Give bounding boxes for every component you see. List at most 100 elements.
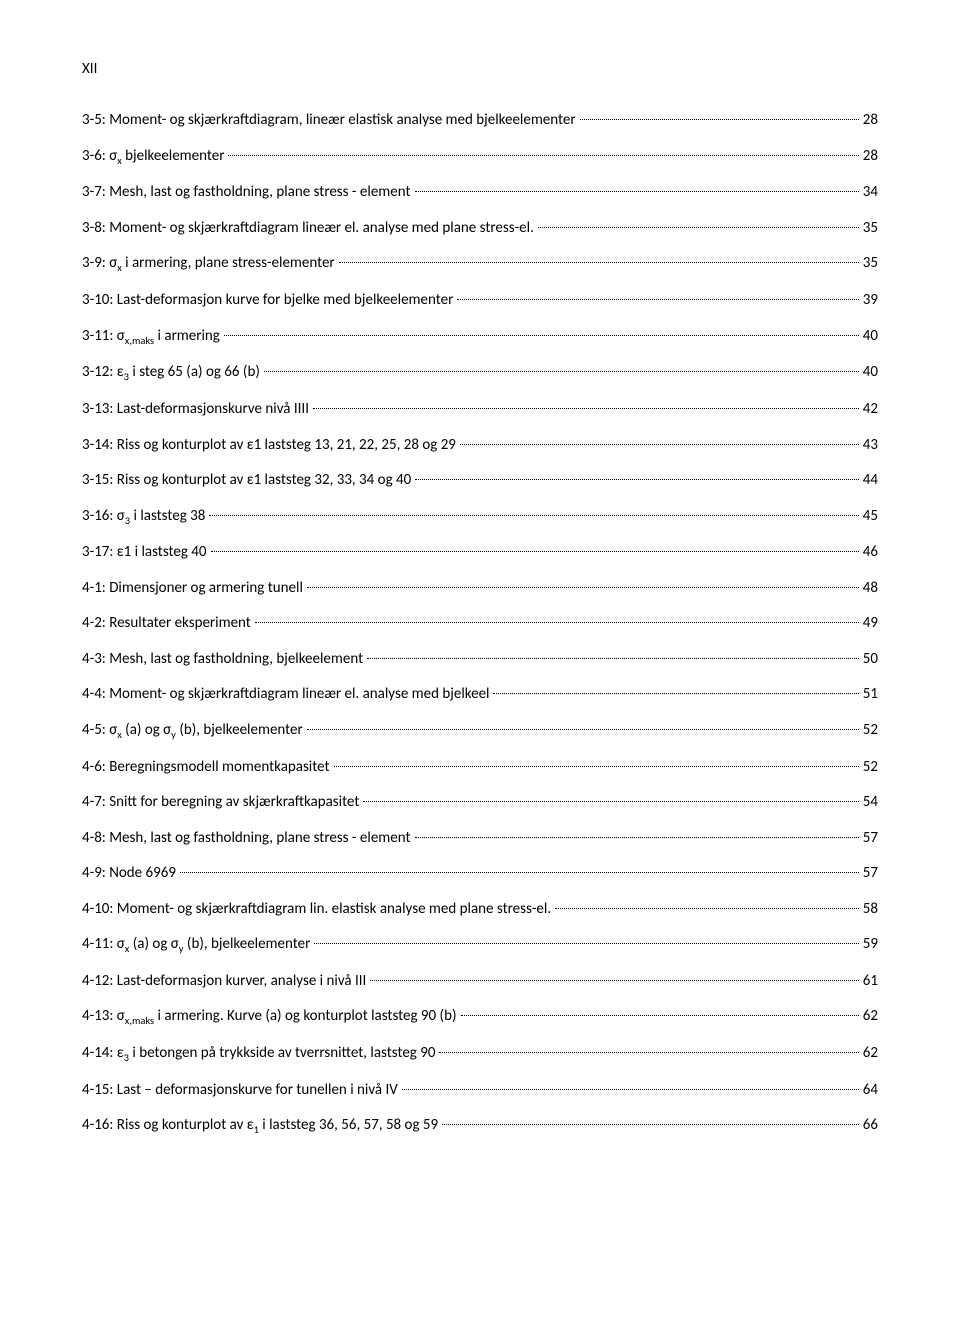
toc-leader: [457, 284, 858, 300]
toc-leader: [415, 176, 859, 192]
toc-entry: 3-7: Mesh, last og fastholdning, plane s…: [82, 180, 878, 204]
toc-entry-label: 4-4: Moment- og skjærkraftdiagram lineær…: [82, 683, 489, 706]
toc-entry-label: 4-5: σx (a) og σy (b), bjelkeelementer: [82, 719, 303, 743]
toc-entry-page: 57: [863, 862, 878, 885]
toc-entry: 3-12: ε3 i steg 65 (a) og 66 (b) 40: [82, 360, 878, 385]
toc-entry-label: 4-13: σx,maks i armering. Kurve (a) og k…: [82, 1005, 457, 1029]
toc-entry: 4-3: Mesh, last og fastholdning, bjelkee…: [82, 647, 878, 671]
toc-entry: 3-13: Last-deformasjonskurve nivå IIII 42: [82, 397, 878, 421]
toc-leader: [580, 104, 859, 120]
toc-entry-page: 40: [863, 361, 878, 384]
toc-leader: [307, 572, 859, 588]
toc-entry-page: 46: [863, 541, 878, 564]
toc-entry: 4-1: Dimensjoner og armering tunell 48: [82, 576, 878, 600]
toc-leader: [209, 500, 858, 516]
toc-entry-label: 4-2: Resultater eksperiment: [82, 612, 251, 635]
toc-leader: [339, 247, 859, 263]
toc-leader: [460, 429, 859, 445]
toc-entry: 4-5: σx (a) og σy (b), bjelkeelementer52: [82, 718, 878, 743]
toc-leader: [367, 643, 859, 659]
toc-entry-label: 3-8: Moment- og skjærkraftdiagram lineær…: [82, 217, 534, 240]
toc-entry-page: 28: [863, 145, 878, 168]
toc-entry-page: 66: [863, 1114, 878, 1137]
toc-entry-page: 57: [863, 827, 878, 850]
toc-leader: [555, 893, 859, 909]
toc-entry: 4-9: Node 6969 57: [82, 861, 878, 885]
toc-entry: 4-13: σx,maks i armering. Kurve (a) og k…: [82, 1004, 878, 1029]
toc-entry: 4-8: Mesh, last og fastholdning, plane s…: [82, 826, 878, 850]
toc-entry-label: 4-12: Last-deformasjon kurver, analyse i…: [82, 970, 366, 993]
toc-entry: 3-8: Moment- og skjærkraftdiagram lineær…: [82, 216, 878, 240]
toc-entry-label: 4-14: ε3 i betongen på trykkside av tver…: [82, 1042, 435, 1066]
toc-entry-label: 4-1: Dimensjoner og armering tunell: [82, 577, 303, 600]
toc-entry-label: 3-11: σx,maks i armering: [82, 325, 220, 349]
toc-entry-page: 28: [863, 109, 878, 132]
toc-entry: 3-14: Riss og konturplot av ε1 laststeg …: [82, 433, 878, 457]
toc-entry-label: 4-9: Node 6969: [82, 862, 176, 885]
toc-entry: 4-6: Beregningsmodell momentkapasitet 52: [82, 755, 878, 779]
toc-entry: 4-10: Moment- og skjærkraftdiagram lin. …: [82, 897, 878, 921]
toc-leader: [313, 393, 859, 409]
toc-entry-label: 4-15: Last – deformasjonskurve for tunel…: [82, 1079, 398, 1102]
table-of-contents: 3-5: Moment- og skjærkraftdiagram, lineæ…: [82, 108, 878, 1138]
toc-entry-label: 3-16: σ3 i laststeg 38: [82, 505, 205, 529]
toc-entry: 3-6: σx bjelkeelementer 28: [82, 144, 878, 169]
toc-entry-label: 3-9: σx i armering, plane stress-element…: [82, 252, 335, 276]
toc-entry: 4-12: Last-deformasjon kurver, analyse i…: [82, 969, 878, 993]
toc-entry-page: 58: [863, 898, 878, 921]
toc-leader: [255, 607, 859, 623]
toc-entry-page: 35: [863, 252, 878, 275]
toc-leader: [402, 1074, 859, 1090]
toc-leader: [415, 822, 859, 838]
toc-entry-page: 45: [863, 505, 878, 528]
toc-entry-label: 3-5: Moment- og skjærkraftdiagram, lineæ…: [82, 109, 576, 132]
toc-entry-page: 59: [863, 933, 878, 956]
toc-entry-page: 35: [863, 217, 878, 240]
toc-leader: [370, 965, 858, 981]
toc-entry-page: 49: [863, 612, 878, 635]
toc-entry: 3-15: Riss og konturplot av ε1 laststeg …: [82, 468, 878, 492]
toc-leader: [538, 212, 859, 228]
toc-entry: 4-15: Last – deformasjonskurve for tunel…: [82, 1078, 878, 1102]
toc-entry-label: 4-16: Riss og konturplot av ε1 i lastste…: [82, 1114, 438, 1138]
toc-entry: 3-5: Moment- og skjærkraftdiagram, lineæ…: [82, 108, 878, 132]
toc-entry-label: 4-11: σx (a) og σy (b), bjelkeelementer: [82, 933, 310, 957]
toc-entry-page: 48: [863, 577, 878, 600]
toc-entry: 4-7: Snitt for beregning av skjærkraftka…: [82, 790, 878, 814]
toc-entry-label: 4-3: Mesh, last og fastholdning, bjelkee…: [82, 648, 363, 671]
toc-entry-page: 34: [863, 181, 878, 204]
toc-entry-page: 54: [863, 791, 878, 814]
toc-entry: 3-11: σx,maks i armering 40: [82, 324, 878, 349]
toc-leader: [461, 1000, 859, 1016]
toc-entry-page: 62: [863, 1042, 878, 1065]
toc-entry-page: 64: [863, 1079, 878, 1102]
toc-leader: [493, 678, 858, 694]
toc-entry-label: 3-13: Last-deformasjonskurve nivå IIII: [82, 398, 309, 421]
toc-entry-label: 4-7: Snitt for beregning av skjærkraftka…: [82, 791, 359, 814]
toc-leader: [334, 751, 859, 767]
toc-entry: 3-9: σx i armering, plane stress-element…: [82, 251, 878, 276]
toc-entry-page: 52: [863, 756, 878, 779]
toc-leader: [363, 786, 858, 802]
toc-leader: [439, 1037, 858, 1053]
toc-entry-page: 39: [863, 289, 878, 312]
toc-entry: 3-16: σ3 i laststeg 38 45: [82, 504, 878, 529]
toc-leader: [180, 857, 859, 873]
toc-leader: [415, 464, 859, 480]
toc-entry-label: 3-14: Riss og konturplot av ε1 laststeg …: [82, 434, 456, 457]
toc-entry: 3-10: Last-deformasjon kurve for bjelke …: [82, 288, 878, 312]
toc-entry-page: 51: [863, 683, 878, 706]
toc-entry-label: 4-6: Beregningsmodell momentkapasitet: [82, 756, 330, 779]
toc-entry-label: 4-10: Moment- og skjærkraftdiagram lin. …: [82, 898, 551, 921]
toc-entry-label: 3-6: σx bjelkeelementer: [82, 145, 224, 169]
toc-entry-label: 3-10: Last-deformasjon kurve for bjelke …: [82, 289, 453, 312]
toc-leader: [211, 536, 859, 552]
toc-entry-page: 43: [863, 434, 878, 457]
toc-entry-page: 40: [863, 325, 878, 348]
toc-entry-label: 3-7: Mesh, last og fastholdning, plane s…: [82, 181, 411, 204]
toc-leader: [442, 1109, 859, 1125]
toc-entry-label: 3-15: Riss og konturplot av ε1 laststeg …: [82, 469, 411, 492]
page-number-roman: XII: [82, 60, 878, 78]
toc-entry-label: 3-12: ε3 i steg 65 (a) og 66 (b): [82, 361, 260, 385]
toc-entry-page: 42: [863, 398, 878, 421]
